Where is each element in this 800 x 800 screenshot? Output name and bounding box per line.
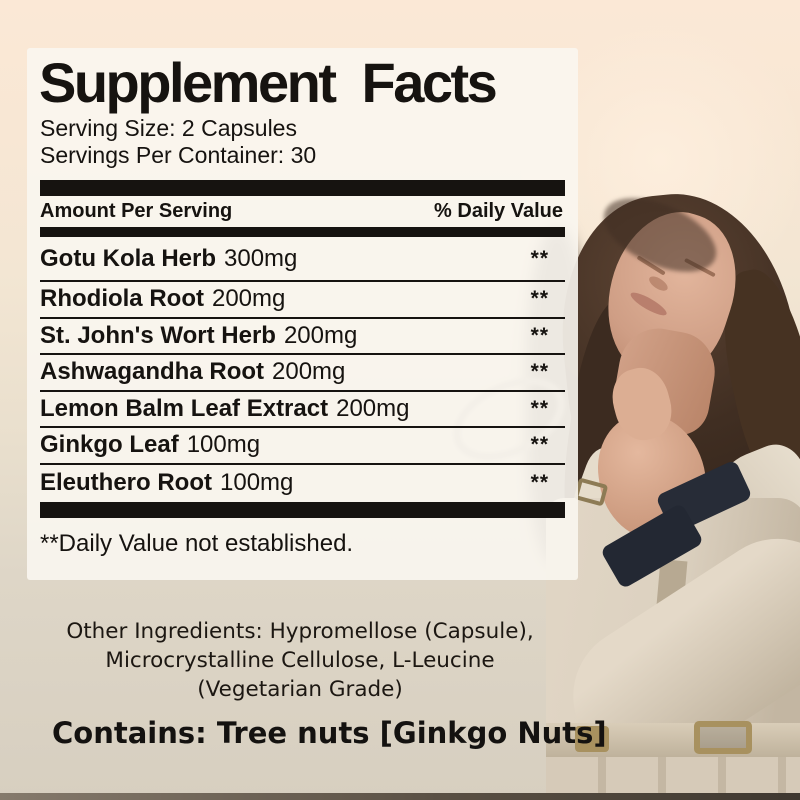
other-ingredients: Other Ingredients: Hypromellose (Capsule… [0,617,600,704]
ingredient-daily-value: ** [530,246,549,270]
table-row: Lemon Balm Leaf Extract 200mg ** [40,392,565,429]
ingredient-daily-value: ** [530,287,549,311]
lips [628,289,670,320]
amount-per-serving-header: Amount Per Serving [40,200,233,223]
ingredient-name: St. John's Wort Herb [40,321,276,349]
daily-value-header: % Daily Value [434,200,563,223]
ingredient-name: Ginkgo Leaf [40,431,179,459]
table-row: Ashwagandha Root 200mg ** [40,355,565,392]
other-ingredients-line: Other Ingredients: Hypromellose (Capsule… [66,619,534,644]
table-row: Rhodiola Root 200mg ** [40,282,565,319]
belt-buckle-small [575,726,609,752]
ingredient-daily-value: ** [530,433,549,457]
ingredient-daily-value: ** [530,470,549,494]
ingredient-amount: 200mg [283,321,358,349]
ingredient-amount: 300mg [224,244,298,272]
ingredient-amount: 100mg [220,468,294,496]
ingredient-name: Lemon Balm Leaf Extract [40,394,329,422]
servings-per-container: Servings Per Container: 30 [40,142,317,169]
ingredient-name: Rhodiola Root [40,285,204,313]
divider-bar-header [40,227,565,238]
nose-shadow [647,274,670,294]
ingredient-daily-value: ** [530,396,549,420]
daily-value-footnote: **Daily Value not established. [40,530,354,558]
serving-size: Serving Size: 2 Capsules [40,115,297,142]
divider-bar-top [40,180,565,197]
divider-bar-bottom [40,502,565,519]
table-row: Gotu Kola Herb 300mg ** [40,237,565,283]
ingredient-name: Gotu Kola Herb [40,244,217,272]
ingredient-daily-value: ** [530,323,549,347]
table-row: Ginkgo Leaf 100mg ** [40,428,565,465]
ingredient-amount: 200mg [211,285,286,313]
allergen-contains-statement: Contains: Tree nuts [Ginkgo Nuts] [52,716,607,750]
ingredient-daily-value: ** [530,360,549,384]
table-header: Amount Per Serving % Daily Value [40,196,565,227]
panel-title: Supplement Facts [39,51,498,114]
other-ingredients-line: Microcrystalline Cellulose, L-Leucine [105,648,495,673]
other-ingredients-line: (Vegetarian Grade) [197,677,403,702]
ingredient-name: Ashwagandha Root [40,358,265,386]
ingredient-amount: 100mg [186,431,261,459]
ingredient-table: Gotu Kola Herb 300mg ** Rhodiola Root 200m… [40,237,565,501]
coat-skirt [546,757,800,800]
table-row: St. John's Wort Herb 200mg ** [40,319,565,356]
ingredient-amount: 200mg [272,358,346,386]
supplement-facts-panel: Supplement Facts Serving Size: 2 Capsule… [27,48,578,580]
belt-buckle [694,721,752,754]
ingredient-amount: 200mg [336,394,410,422]
photo-bottom-edge [0,793,800,800]
table-row: Eleuthero Root 100mg ** [40,465,565,502]
ingredient-name: Eleuthero Root [40,468,212,496]
